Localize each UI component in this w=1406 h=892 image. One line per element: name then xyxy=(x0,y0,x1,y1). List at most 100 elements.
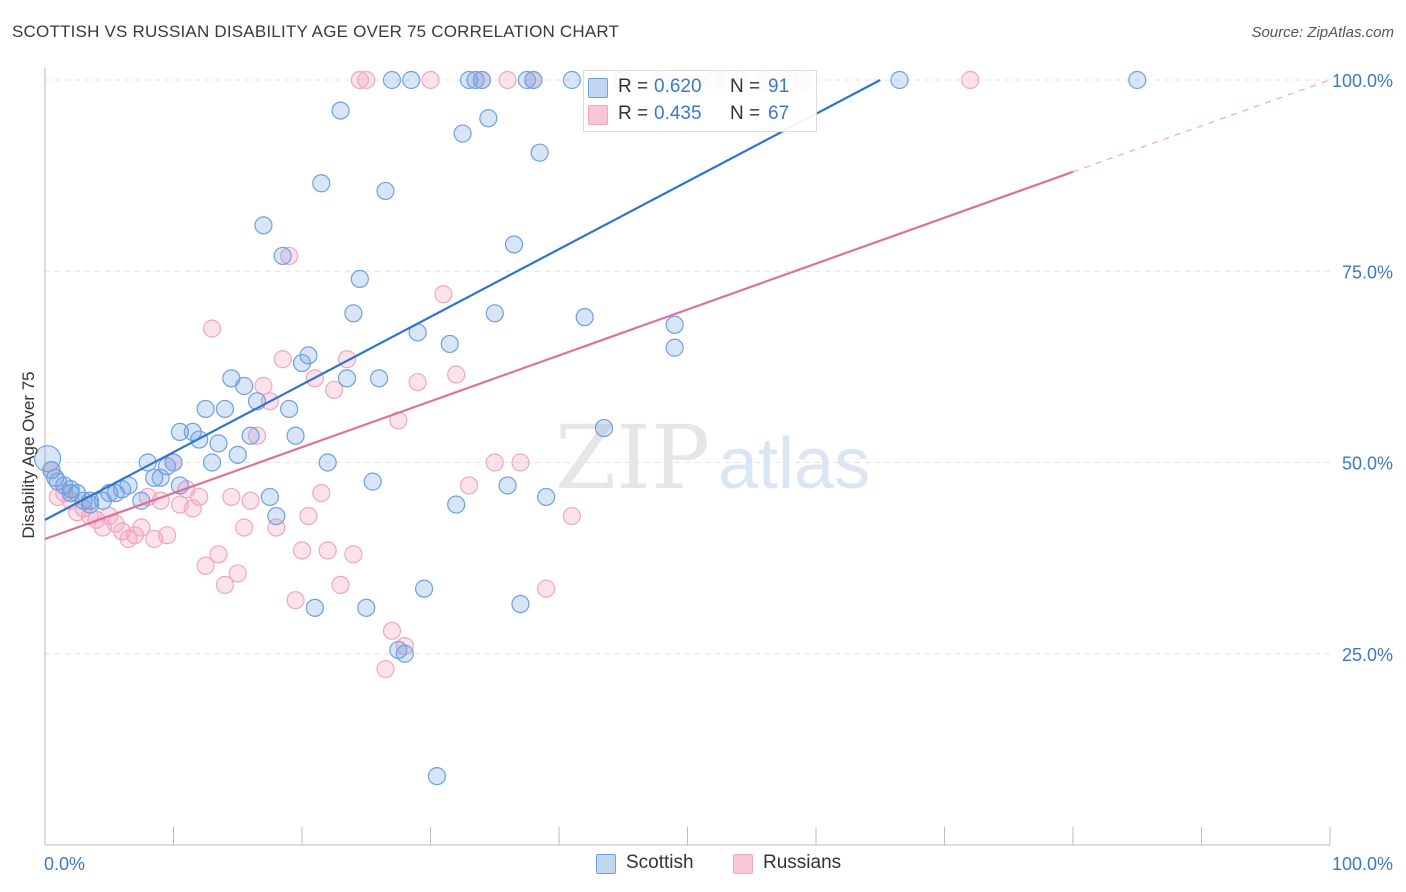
y-axis-label: Disability Age Over 75 xyxy=(19,371,38,538)
russians-trend-line xyxy=(44,170,1074,541)
scottish-point xyxy=(440,334,459,354)
scottish-point xyxy=(235,376,254,396)
russians-point xyxy=(247,426,267,445)
scottish-point xyxy=(363,472,382,491)
russians-point xyxy=(434,285,453,304)
scottish-point xyxy=(395,644,414,663)
russians-point xyxy=(209,545,228,564)
scottish-point xyxy=(318,453,337,472)
scottish-point xyxy=(459,70,479,90)
scottish-point xyxy=(267,506,286,526)
scottish-point xyxy=(164,453,183,472)
scottish-r-value: 0.620 xyxy=(654,76,702,97)
russians-point xyxy=(157,526,177,545)
scottish-point xyxy=(170,422,190,441)
russians-point xyxy=(312,484,331,503)
scottish-point xyxy=(254,216,273,235)
russians-point xyxy=(537,579,556,598)
russians-point xyxy=(273,350,292,369)
scottish-point xyxy=(1128,70,1147,90)
scottish-point xyxy=(382,70,402,90)
x-tick-label: 100.0% xyxy=(1332,854,1393,874)
russians-point xyxy=(254,376,273,396)
scottish-point xyxy=(48,472,67,491)
scottish-point xyxy=(414,579,434,598)
scottish-point xyxy=(202,453,222,472)
russians-point xyxy=(331,575,350,595)
scottish-point xyxy=(530,143,549,162)
russians-point xyxy=(183,499,202,518)
russians-point xyxy=(286,591,305,610)
scottish-point xyxy=(42,461,61,480)
watermark-atlas: atlas xyxy=(718,424,870,504)
chart-source: Source: ZipAtlas.com xyxy=(1251,24,1394,41)
scottish-point xyxy=(453,124,472,143)
scottish-swatch xyxy=(588,78,608,98)
scottish-point xyxy=(228,445,247,464)
scottish-point xyxy=(665,338,684,357)
russians-point xyxy=(498,70,517,90)
scottish-point xyxy=(376,181,395,201)
scottish-point xyxy=(472,70,491,90)
scottish-point xyxy=(427,767,447,786)
scottish-point xyxy=(447,495,466,514)
russians-r-value: 0.435 xyxy=(654,103,702,124)
russians-point xyxy=(318,541,337,560)
stats-legend: R = 0.620 N = 91 R = 0.435 N = 67 xyxy=(583,70,817,132)
scottish-trend-line xyxy=(44,79,881,521)
scottish-point xyxy=(145,468,164,487)
legend-row-russians: R = 0.435 N = 67 xyxy=(584,101,816,127)
scottish-point xyxy=(350,269,369,288)
russians-point xyxy=(357,70,376,90)
russians-point xyxy=(196,556,215,575)
watermark-zip: ZIP xyxy=(555,406,710,509)
scottish-point xyxy=(331,101,350,120)
scottish-point xyxy=(33,445,62,473)
scottish-point xyxy=(402,70,421,90)
scottish-point xyxy=(273,246,292,266)
scottish-point xyxy=(357,598,376,617)
legend-row-scottish: R = 0.620 N = 91 xyxy=(584,74,816,100)
scottish-point xyxy=(562,70,581,90)
scottish-point xyxy=(312,174,331,193)
russians-point xyxy=(299,506,318,526)
russians-point xyxy=(485,453,504,472)
russians-points xyxy=(42,70,980,679)
russians-point xyxy=(376,659,395,679)
scottish-point xyxy=(280,399,299,419)
russians-point xyxy=(447,365,466,384)
russians-point xyxy=(459,476,479,495)
russians-point xyxy=(241,491,260,510)
scottish-point xyxy=(370,369,389,388)
scottish-point xyxy=(344,304,363,323)
russians-n-value: 67 xyxy=(768,103,790,124)
scottish-point xyxy=(511,594,530,614)
trend-lines xyxy=(44,79,1331,541)
scottish-legend-label: Scottish xyxy=(626,852,694,873)
scottish-point xyxy=(209,434,228,453)
russians-point xyxy=(562,506,581,526)
scottish-point xyxy=(299,346,318,365)
axes xyxy=(44,68,1331,846)
watermark: ZIP atlas xyxy=(555,406,870,509)
scottish-point xyxy=(479,109,498,128)
russians-point xyxy=(344,545,363,564)
russians-point xyxy=(190,487,209,507)
scottish-point xyxy=(466,70,485,90)
scottish-point xyxy=(890,70,909,90)
scottish-point xyxy=(196,399,215,419)
n-label: N = xyxy=(730,103,761,124)
y-tick-label: 75.0% xyxy=(1342,262,1393,282)
russians-point xyxy=(280,246,299,266)
scottish-point xyxy=(215,399,234,419)
russians-point xyxy=(228,564,247,583)
russians-point xyxy=(408,373,427,392)
r-label: R = xyxy=(618,76,649,97)
scottish-point xyxy=(485,304,504,323)
y-tick-label: 50.0% xyxy=(1342,454,1393,474)
chart-title: SCOTTISH VS RUSSIAN DISABILITY AGE OVER … xyxy=(12,22,620,41)
russians-point xyxy=(215,575,234,595)
scottish-point xyxy=(305,598,324,617)
russians-point xyxy=(511,453,530,472)
